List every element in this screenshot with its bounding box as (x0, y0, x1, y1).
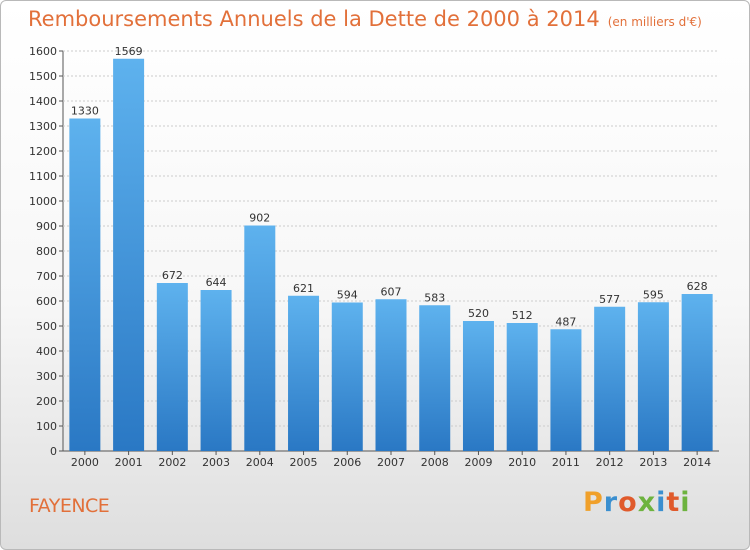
y-tick-label: 1300 (29, 120, 57, 133)
logo-letter: x (637, 487, 657, 518)
bar-value-label: 595 (643, 288, 664, 301)
chart-title: Remboursements Annuels de la Dette de 20… (28, 7, 702, 31)
bar-value-label: 583 (424, 291, 445, 304)
x-tick-label: 2011 (552, 456, 580, 469)
bar-value-label: 902 (249, 212, 270, 225)
x-tick-label: 2013 (639, 456, 667, 469)
y-tick-label: 1100 (29, 170, 57, 183)
y-tick-label: 600 (36, 295, 57, 308)
y-tick-label: 1400 (29, 95, 57, 108)
bar (462, 321, 494, 451)
bar (375, 299, 407, 451)
x-tick-label: 2002 (158, 456, 186, 469)
bar (331, 302, 363, 451)
x-tick-label: 2009 (464, 456, 492, 469)
bar-value-label: 577 (599, 293, 620, 306)
y-tick-label: 100 (36, 420, 57, 433)
logo-letter: i (680, 487, 691, 518)
y-tick-label: 1200 (29, 145, 57, 158)
logo-letter: i (656, 487, 667, 518)
bar-value-label: 512 (512, 309, 533, 322)
bar (244, 225, 276, 451)
bar (200, 290, 232, 451)
bar (156, 283, 188, 451)
x-tick-label: 2008 (421, 456, 449, 469)
y-tick-label: 1500 (29, 70, 57, 83)
bar-value-label: 607 (381, 285, 402, 298)
x-tick-label: 2007 (377, 456, 405, 469)
logo-letter: P (583, 487, 604, 518)
y-tick-label: 400 (36, 345, 57, 358)
bar (69, 118, 101, 451)
x-tick-label: 2001 (115, 456, 143, 469)
logo-letter: r (603, 487, 619, 518)
bar (681, 294, 713, 451)
y-tick-label: 700 (36, 270, 57, 283)
bar-value-label: 644 (206, 276, 227, 289)
y-tick-label: 200 (36, 395, 57, 408)
x-tick-label: 2014 (683, 456, 711, 469)
bar (288, 295, 320, 451)
city-name: FAYENCE (29, 495, 110, 517)
bar-value-label: 520 (468, 307, 489, 320)
y-tick-label: 800 (36, 245, 57, 258)
bar-value-label: 628 (687, 280, 708, 293)
x-tick-label: 2010 (508, 456, 536, 469)
x-tick-label: 2005 (290, 456, 318, 469)
logo-letter: t (666, 487, 681, 518)
bar (594, 306, 626, 451)
chart-subtitle: (en milliers d'€) (607, 15, 702, 29)
bar (113, 58, 145, 451)
x-tick-label: 2004 (246, 456, 274, 469)
bar-value-label: 1569 (115, 45, 143, 58)
bar (550, 329, 582, 451)
y-tick-label: 300 (36, 370, 57, 383)
bar (506, 323, 538, 451)
bar-value-label: 672 (162, 269, 183, 282)
bar-value-label: 594 (337, 289, 358, 302)
x-tick-label: 2012 (596, 456, 624, 469)
bar-value-label: 621 (293, 282, 314, 295)
x-tick-label: 2003 (202, 456, 230, 469)
y-tick-label: 1600 (29, 45, 57, 58)
logo-letter: o (618, 487, 638, 518)
x-tick-label: 2000 (71, 456, 99, 469)
bar-value-label: 1330 (71, 105, 99, 118)
y-tick-label: 500 (36, 320, 57, 333)
y-tick-label: 0 (50, 445, 57, 458)
y-tick-label: 1000 (29, 195, 57, 208)
y-tick-label: 900 (36, 220, 57, 233)
bar (637, 302, 669, 451)
bar (419, 305, 451, 451)
x-tick-label: 2006 (333, 456, 361, 469)
proxiti-logo: Proxiti (583, 487, 691, 518)
bar-value-label: 487 (555, 315, 576, 328)
